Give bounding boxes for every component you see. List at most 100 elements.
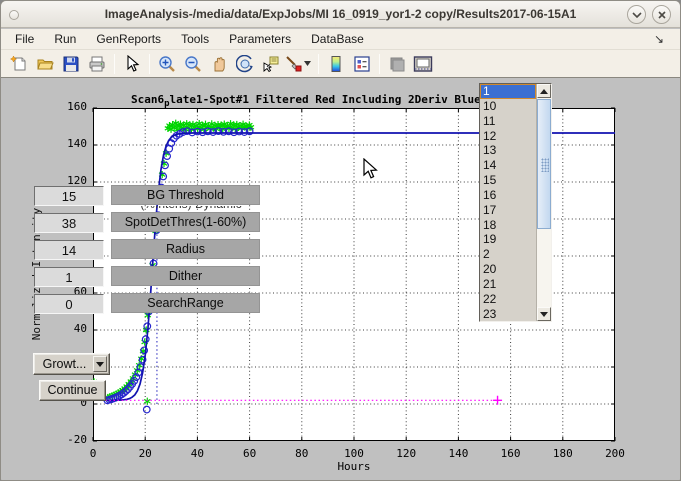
hand-icon bbox=[214, 56, 225, 71]
menu-parameters[interactable]: Parameters bbox=[229, 32, 292, 46]
brush-dropdown-caret[interactable] bbox=[304, 52, 314, 76]
bg-threshold-label-button[interactable]: BG Threshold bbox=[111, 185, 260, 205]
spotdetthres-input[interactable] bbox=[34, 213, 104, 233]
menu-run[interactable]: Run bbox=[54, 32, 77, 46]
triangle-up-icon bbox=[540, 88, 548, 94]
hide-plot-tools-button[interactable] bbox=[384, 52, 410, 76]
menu-database[interactable]: DataBase bbox=[311, 32, 364, 46]
edit-plot-button[interactable] bbox=[119, 52, 145, 76]
pan-button[interactable] bbox=[206, 52, 232, 76]
y-tick-label: 0 bbox=[80, 396, 87, 409]
growth-dropdown-label: Growt... bbox=[42, 357, 87, 371]
legend-icon bbox=[354, 55, 370, 72]
save-floppy-icon bbox=[63, 56, 79, 71]
dock-figure-icon bbox=[413, 55, 433, 72]
x-tick-label: 80 bbox=[295, 447, 309, 460]
searchrange-label-button[interactable]: SearchRange bbox=[111, 293, 260, 313]
mouse-cursor-icon bbox=[363, 158, 378, 179]
open-folder-icon bbox=[37, 59, 54, 69]
listbox-item[interactable]: 19 bbox=[483, 232, 497, 247]
listbox-item[interactable]: 14 bbox=[483, 158, 497, 173]
listbox-item[interactable]: 2 bbox=[483, 247, 490, 262]
toolbar-separator bbox=[379, 53, 380, 74]
listbox-item[interactable]: 23 bbox=[483, 306, 497, 321]
x-tick-label: 20 bbox=[138, 447, 152, 460]
radius-label-button[interactable]: Radius bbox=[111, 239, 260, 259]
brush-icon bbox=[286, 55, 302, 71]
radius-input[interactable] bbox=[34, 240, 104, 260]
new-figure-button[interactable] bbox=[6, 52, 32, 76]
caret-down-icon bbox=[304, 61, 311, 66]
brush-data-button[interactable] bbox=[284, 52, 304, 76]
printer-icon bbox=[89, 56, 105, 71]
x-tick-label: 100 bbox=[344, 447, 364, 460]
listbox-item[interactable]: 22 bbox=[483, 291, 497, 306]
listbox-item[interactable]: 1 bbox=[480, 84, 536, 99]
figure-canvas: Scan6plate1-Spot#1 Filtered Red Includin… bbox=[1, 78, 680, 480]
scrollbar-thumb[interactable] bbox=[537, 99, 551, 229]
listbox-item[interactable]: 10 bbox=[483, 98, 497, 113]
listbox-item[interactable]: 18 bbox=[483, 217, 497, 232]
insert-colorbar-button[interactable] bbox=[323, 52, 349, 76]
bg-threshold-input[interactable] bbox=[34, 186, 104, 206]
listbox-item[interactable]: 12 bbox=[483, 128, 497, 143]
listbox-item[interactable]: 13 bbox=[483, 143, 497, 158]
show-plot-tools-button[interactable] bbox=[410, 52, 436, 76]
x-axis-label: Hours bbox=[337, 460, 371, 473]
scrollbar-grip bbox=[541, 158, 549, 172]
close-window-button[interactable] bbox=[652, 5, 671, 24]
caret-down-icon bbox=[96, 361, 104, 367]
arrow-cursor-icon bbox=[127, 54, 140, 72]
toolbar-separator bbox=[318, 53, 319, 74]
menu-file[interactable]: File bbox=[15, 32, 35, 46]
listbox-item[interactable]: 20 bbox=[483, 262, 497, 277]
scroll-down-button[interactable] bbox=[537, 307, 551, 321]
x-tick-label: 60 bbox=[242, 447, 257, 460]
listbox-item[interactable]: 17 bbox=[483, 202, 497, 217]
print-figure-button[interactable] bbox=[84, 52, 110, 76]
dropdown-arrow[interactable] bbox=[93, 356, 107, 372]
plot-title: Scan6plate1-Spot#1 Filtered Red Includin… bbox=[131, 93, 481, 110]
rotate-3d-button[interactable] bbox=[232, 52, 258, 76]
toolbar-separator bbox=[149, 53, 150, 74]
spot-number-listbox[interactable]: 1 10 11 12 13 14 15 16 17 18 19 2 20 21 22 23 bbox=[479, 83, 552, 322]
menu-tools[interactable]: Tools bbox=[181, 32, 210, 46]
y-tick-label: 160 bbox=[67, 100, 87, 113]
x-tick-label: 40 bbox=[190, 447, 205, 460]
listbox-item[interactable]: 11 bbox=[483, 113, 496, 128]
close-icon bbox=[657, 10, 666, 19]
listbox-item[interactable]: 16 bbox=[483, 187, 497, 202]
growth-dropdown[interactable]: Growt... bbox=[33, 353, 110, 375]
dither-input[interactable] bbox=[34, 267, 104, 287]
listbox-item[interactable]: 21 bbox=[483, 276, 497, 291]
toolbar-separator bbox=[114, 53, 115, 74]
data-cursor-icon bbox=[263, 56, 279, 72]
searchrange-input[interactable] bbox=[34, 294, 104, 314]
data-cursor-button[interactable] bbox=[258, 52, 284, 76]
dither-label-button[interactable]: Dither bbox=[111, 266, 260, 286]
listbox-item[interactable]: 15 bbox=[483, 173, 497, 188]
zoom-out-button[interactable] bbox=[180, 52, 206, 76]
menu-overflow-arrow-icon[interactable]: ↘ bbox=[653, 32, 664, 46]
new-document-icon bbox=[10, 54, 26, 70]
menu-genreports[interactable]: GenReports bbox=[96, 32, 162, 46]
window-title: ImageAnalysis-/media/data/ExpJobs/MI 16_… bbox=[104, 7, 577, 21]
save-figure-button[interactable] bbox=[58, 52, 84, 76]
spotdetthres-label-button[interactable]: SpotDetThres(1-60%) bbox=[111, 212, 260, 232]
insert-legend-button[interactable] bbox=[349, 52, 375, 76]
x-tick-label: 160 bbox=[500, 447, 521, 460]
zoom-in-button[interactable] bbox=[154, 52, 180, 76]
listbox-scrollbar[interactable] bbox=[536, 84, 551, 321]
window-menu-button[interactable] bbox=[9, 10, 19, 20]
listbox-items[interactable]: 1 10 11 12 13 14 15 16 17 18 19 2 20 21 22 23 bbox=[480, 84, 536, 321]
y-tick-label: -20 bbox=[67, 433, 87, 446]
clipped-hidden-label: (%Intens) Dynamic bbox=[113, 206, 269, 211]
continue-button[interactable]: Continue bbox=[39, 380, 106, 401]
menubar: File Run GenReports Tools Parameters Dat… bbox=[1, 29, 680, 50]
open-file-button[interactable] bbox=[32, 52, 58, 76]
x-tick-label: 140 bbox=[448, 447, 469, 460]
y-tick-label: 40 bbox=[73, 322, 87, 335]
scroll-up-button[interactable] bbox=[537, 84, 551, 98]
shade-window-button[interactable] bbox=[627, 5, 646, 24]
rotate-3d-icon bbox=[236, 54, 253, 72]
